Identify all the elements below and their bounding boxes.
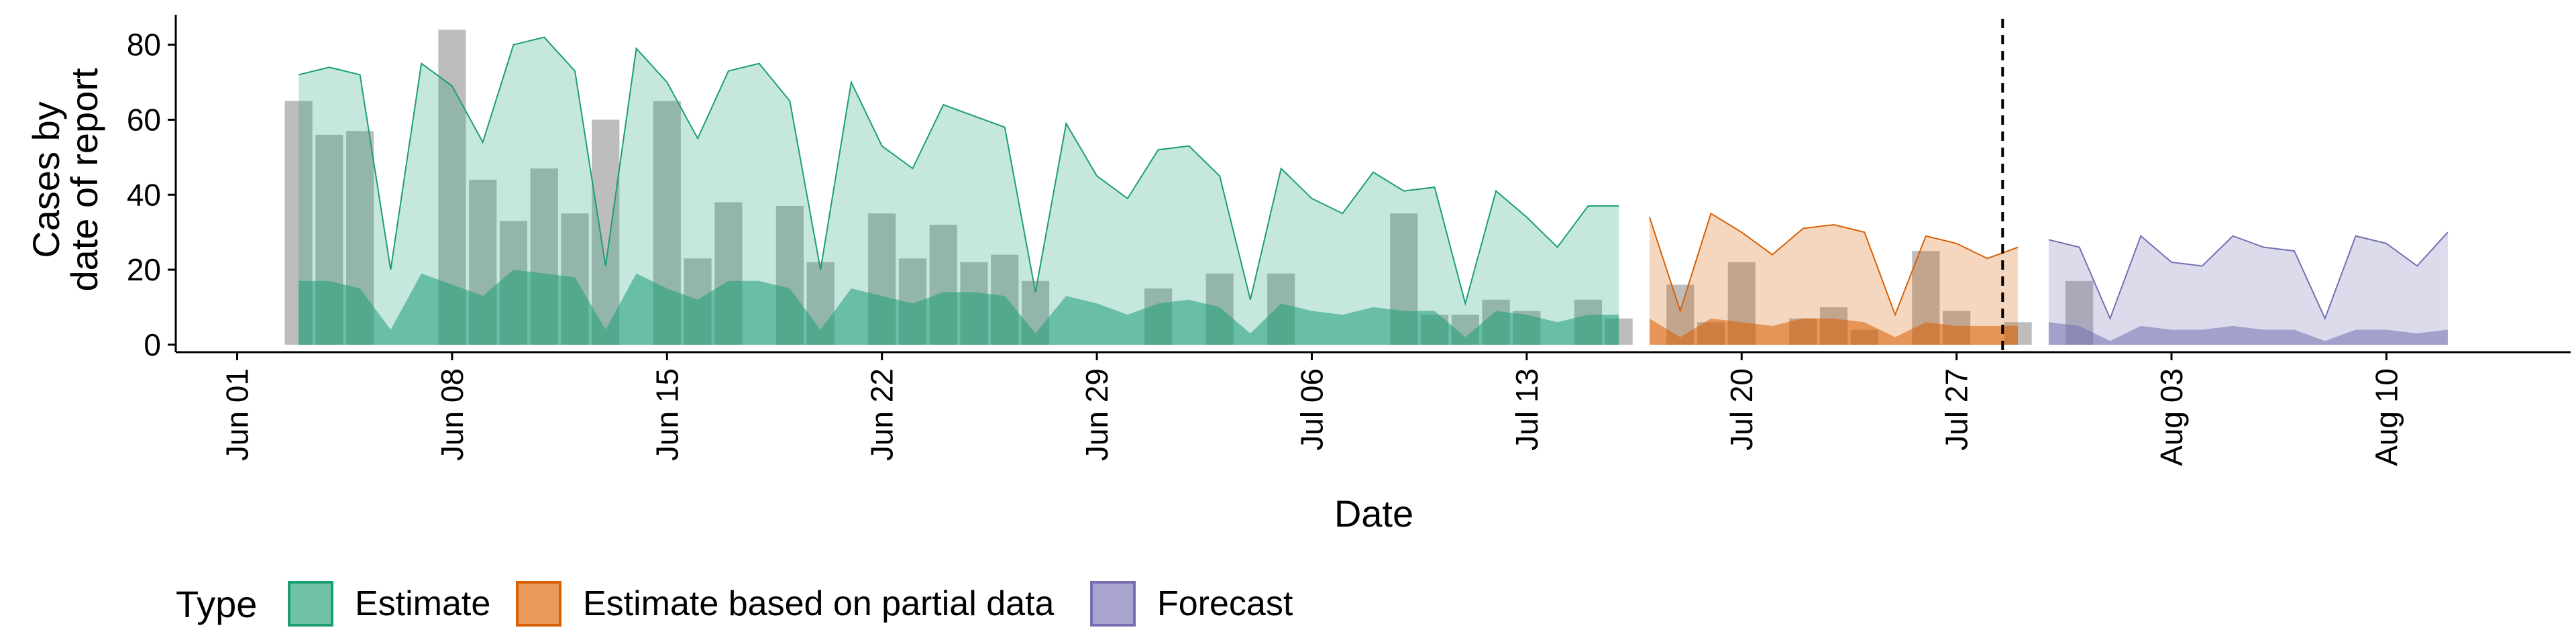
legend-title: Type	[176, 583, 257, 625]
forecast-upper-area	[2048, 232, 2448, 345]
series-layer	[298, 36, 2449, 345]
x-tick-label: Jun 29	[1079, 368, 1114, 461]
y-tick-label: 80	[127, 28, 161, 62]
x-tick-label: Jul 20	[1724, 368, 1759, 451]
y-tick-label: 40	[127, 177, 161, 212]
x-tick-label: Jul 27	[1939, 368, 1974, 451]
estimate-upper-area	[299, 37, 1619, 345]
y-tick-label: 0	[144, 327, 161, 362]
forecast-upper-line	[2048, 231, 2449, 321]
forecast-lower-area	[2048, 322, 2448, 345]
x-tick-label: Jun 15	[649, 368, 684, 461]
legend: Type Estimate Estimate based on partial …	[176, 581, 1293, 627]
legend-key-partial	[516, 581, 561, 627]
x-axis-title: Date	[1334, 492, 1413, 535]
legend-key-forecast	[1090, 581, 1136, 627]
y-axis-title: Cases by date of report	[25, 68, 105, 292]
legend-label-forecast: Forecast	[1157, 584, 1293, 623]
x-tick-label: Jun 08	[435, 368, 470, 461]
legend-label-partial: Estimate based on partial data	[583, 584, 1055, 623]
y-tick-label: 20	[127, 252, 161, 287]
legend-label-estimate: Estimate	[355, 584, 490, 623]
x-tick-label: Aug 10	[2369, 368, 2404, 466]
y-tick-label: 60	[127, 102, 161, 137]
y-axis-title-line-2: date of report	[63, 68, 105, 292]
legend-key-estimate	[288, 581, 333, 627]
partial-lower-area	[1649, 318, 2019, 345]
y-axis-title-line-1: Cases by	[25, 101, 67, 258]
case-bar	[592, 119, 620, 345]
estimate-lower-area	[299, 270, 1619, 345]
x-tick-label: Jul 13	[1509, 368, 1544, 451]
axes: 0 20 40 60 80 Jun 01 Jun 08 Jun 15 Jun 22 Jun 29 J…	[127, 15, 2571, 466]
partial-upper-area	[1649, 213, 2019, 345]
partial-upper-line	[1648, 212, 2019, 317]
x-tick-label: Jun 01	[220, 368, 255, 461]
x-tick-label: Aug 03	[2154, 368, 2189, 466]
estimate-upper-line	[298, 36, 1619, 307]
x-tick-label: Jul 06	[1294, 368, 1329, 451]
x-tick-label: Jun 22	[865, 368, 900, 461]
